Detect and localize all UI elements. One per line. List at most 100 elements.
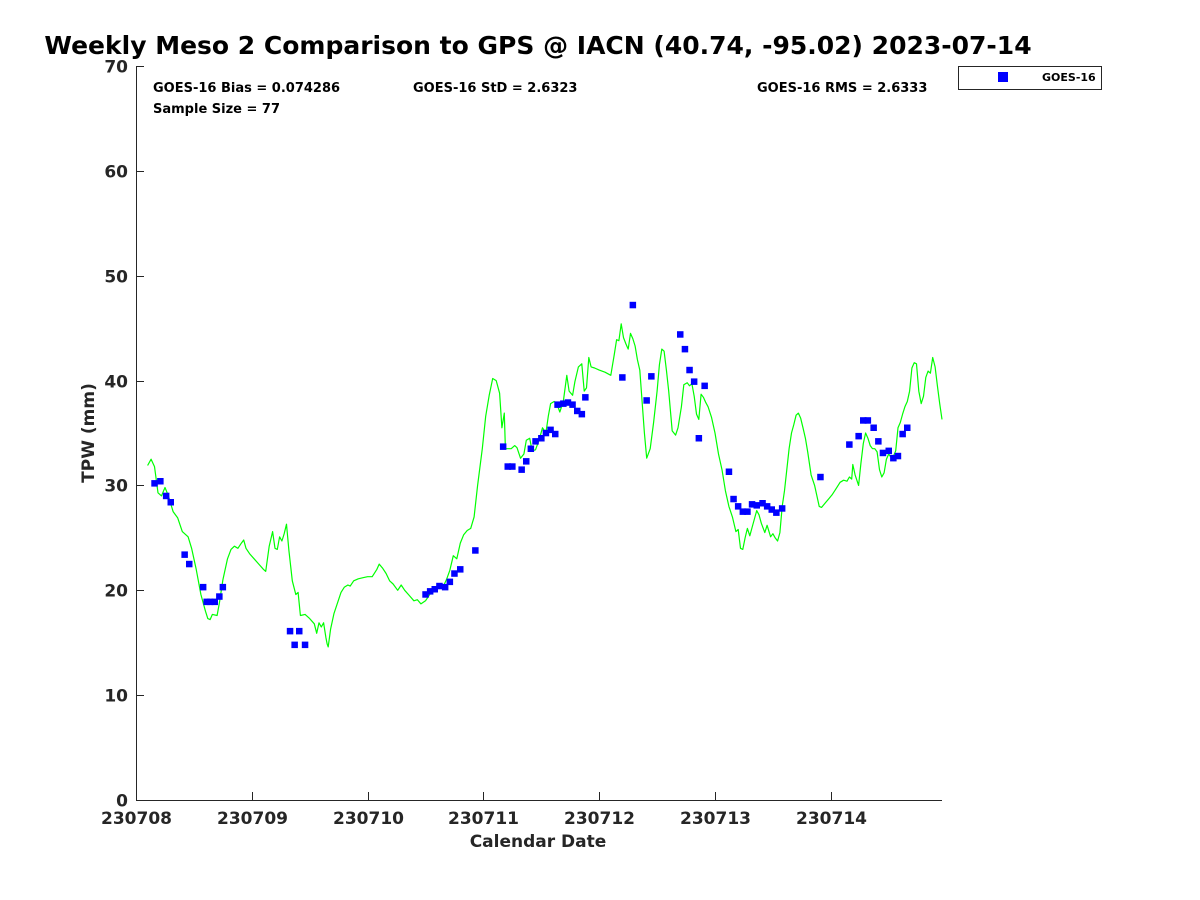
goes16-point <box>499 443 507 450</box>
goes16-point <box>451 570 458 577</box>
y-tick-label: 30 <box>104 477 128 497</box>
goes16-point <box>582 394 589 401</box>
goes16-point <box>199 583 207 591</box>
goes16-point <box>904 424 911 431</box>
goes16-point <box>768 506 775 513</box>
goes16-point <box>763 503 771 510</box>
goes16-point <box>773 509 780 516</box>
x-axis-label: Calendar Date <box>470 832 607 852</box>
goes16-point <box>296 627 303 635</box>
goes16-point <box>219 583 227 591</box>
goes16-point <box>151 480 158 487</box>
goes16-point <box>509 463 516 470</box>
goes16-point <box>643 397 650 404</box>
goes16-point <box>552 430 559 438</box>
sample-size-stat: Sample Size = 77 <box>153 102 280 117</box>
x-tick-label: 230708 <box>101 809 172 829</box>
goes16-marker-layer <box>151 301 911 649</box>
goes16-point <box>186 560 193 568</box>
model-line-layer <box>147 323 943 648</box>
goes16-point <box>527 445 535 452</box>
goes16-point <box>422 591 429 598</box>
goes16-point <box>518 466 525 473</box>
goes16-point <box>701 382 708 390</box>
goes16-point <box>690 378 698 385</box>
goes16-point <box>730 495 737 503</box>
goes16-point <box>206 598 214 606</box>
goes16-point <box>817 473 824 481</box>
goes16-point <box>695 435 703 442</box>
goes16-point <box>899 430 906 438</box>
goes16-point <box>870 424 877 431</box>
y-tick-label: 60 <box>104 163 128 183</box>
goes16-point <box>890 454 897 462</box>
goes16-point <box>181 551 188 558</box>
goes16-point <box>560 400 567 407</box>
legend-goes16-marker <box>998 72 1008 82</box>
goes16-point <box>578 410 586 418</box>
legend-goes16-label: GOES-16 <box>1042 71 1096 84</box>
goes16-point <box>686 366 693 374</box>
goes16-point <box>748 501 756 508</box>
x-tick-label: 230714 <box>796 809 867 829</box>
y-tick-label: 20 <box>104 582 128 602</box>
goes16-point <box>472 547 479 554</box>
bias-stat: GOES-16 Bias = 0.074286 <box>153 81 340 96</box>
goes16-point <box>564 399 572 406</box>
goes16-point <box>162 492 170 500</box>
goes16-point <box>457 566 464 573</box>
legend: GOES-16 <box>958 66 1102 90</box>
goes16-point <box>286 627 294 635</box>
goes16-point <box>211 598 218 606</box>
goes16-point <box>629 301 637 309</box>
goes16-point <box>739 508 747 515</box>
goes16-point <box>846 441 853 448</box>
tick-layer: 0 10 20 30 40 50 60 70 230708 230709 230710 230711 2… <box>101 58 867 830</box>
y-tick-label: 50 <box>104 268 128 288</box>
y-tick-label: 70 <box>104 58 128 78</box>
goes16-point <box>879 449 887 457</box>
goes16-point <box>523 458 530 465</box>
goes16-point <box>291 641 298 649</box>
chart-title: Weekly Meso 2 Comparison to GPS @ IACN (… <box>44 31 1031 60</box>
rms-stat: GOES-16 RMS = 2.6333 <box>757 81 927 96</box>
goes16-point <box>542 429 550 437</box>
goes16-point <box>301 641 309 649</box>
goes16-point <box>216 593 223 600</box>
goes16-point <box>441 583 449 591</box>
goes16-point <box>619 374 626 381</box>
x-tick-label: 230713 <box>680 809 751 829</box>
goes16-point <box>532 438 539 445</box>
goes16-point <box>167 499 174 506</box>
goes16-point <box>547 426 554 434</box>
goes16-point <box>855 432 862 440</box>
goes16-point <box>894 452 902 460</box>
goes16-point <box>860 417 867 424</box>
y-tick-label: 0 <box>116 792 128 812</box>
std-stat: GOES-16 StD = 2.6323 <box>413 81 577 96</box>
goes16-point <box>875 438 882 445</box>
goes16-point <box>554 401 561 408</box>
legend-box <box>958 66 1102 90</box>
goes16-point <box>426 588 434 595</box>
goes16-point <box>569 401 576 408</box>
goes16-point <box>431 586 438 593</box>
x-tick-label: 230711 <box>448 809 519 829</box>
goes16-point <box>677 331 684 338</box>
axes <box>136 66 942 801</box>
goes16-point <box>538 435 545 442</box>
goes16-point <box>446 578 454 586</box>
goes16-point <box>759 500 766 507</box>
y-axis-label: TPW (mm) <box>79 383 99 483</box>
goes16-point <box>436 582 443 590</box>
x-tick-label: 230710 <box>333 809 404 829</box>
goes16-point <box>681 345 689 353</box>
goes16-point <box>574 407 581 415</box>
goes16-point <box>157 478 164 485</box>
y-tick-label: 40 <box>104 373 128 393</box>
x-tick-label: 230709 <box>217 809 288 829</box>
goes16-point <box>504 463 511 470</box>
goes16-point <box>203 598 210 606</box>
plot-area: 0 10 20 30 40 50 60 70 230708 230709 230710 230711 2… <box>101 58 943 830</box>
